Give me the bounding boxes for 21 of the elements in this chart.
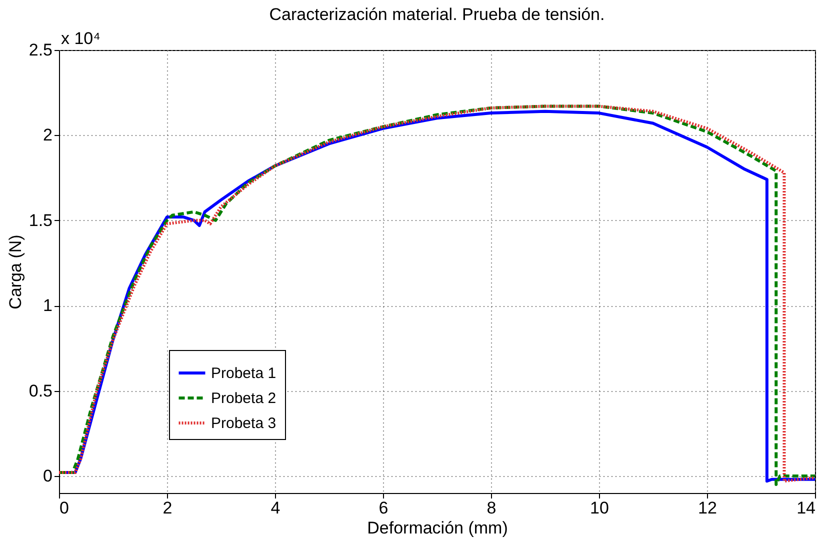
legend-label: Probeta 1 <box>211 365 276 382</box>
y-axis-title: Carga (N) <box>6 234 25 310</box>
text: x 10⁴ <box>61 29 100 48</box>
y-tick-label: 2 <box>43 126 52 145</box>
y-tick-label: 0.5 <box>28 381 52 400</box>
y-tick-label: 1.5 <box>28 210 52 230</box>
x-tick-label: 0 <box>60 498 69 518</box>
x-tick-label: 8 <box>486 498 496 518</box>
x-tick-label: 12 <box>698 498 717 518</box>
y-tick-label: 1 <box>43 296 52 316</box>
x-tick-label: 2 <box>162 498 172 518</box>
x-tick-label: 4 <box>270 498 280 518</box>
legend-label: Probeta 2 <box>211 390 276 407</box>
x-tick-label: 6 <box>378 498 388 518</box>
chart-title: Caracterización material. Prueba de tensión. <box>269 5 605 24</box>
x-axis-title: Deformación (mm) <box>367 518 508 538</box>
legend-label: Probeta 3 <box>211 415 276 432</box>
x-tick-label: 10 <box>590 498 609 518</box>
x-tick-label: 14 <box>796 498 816 518</box>
y-tick-label: 0 <box>43 466 52 486</box>
y-tick-label: 2.5 <box>28 40 52 60</box>
